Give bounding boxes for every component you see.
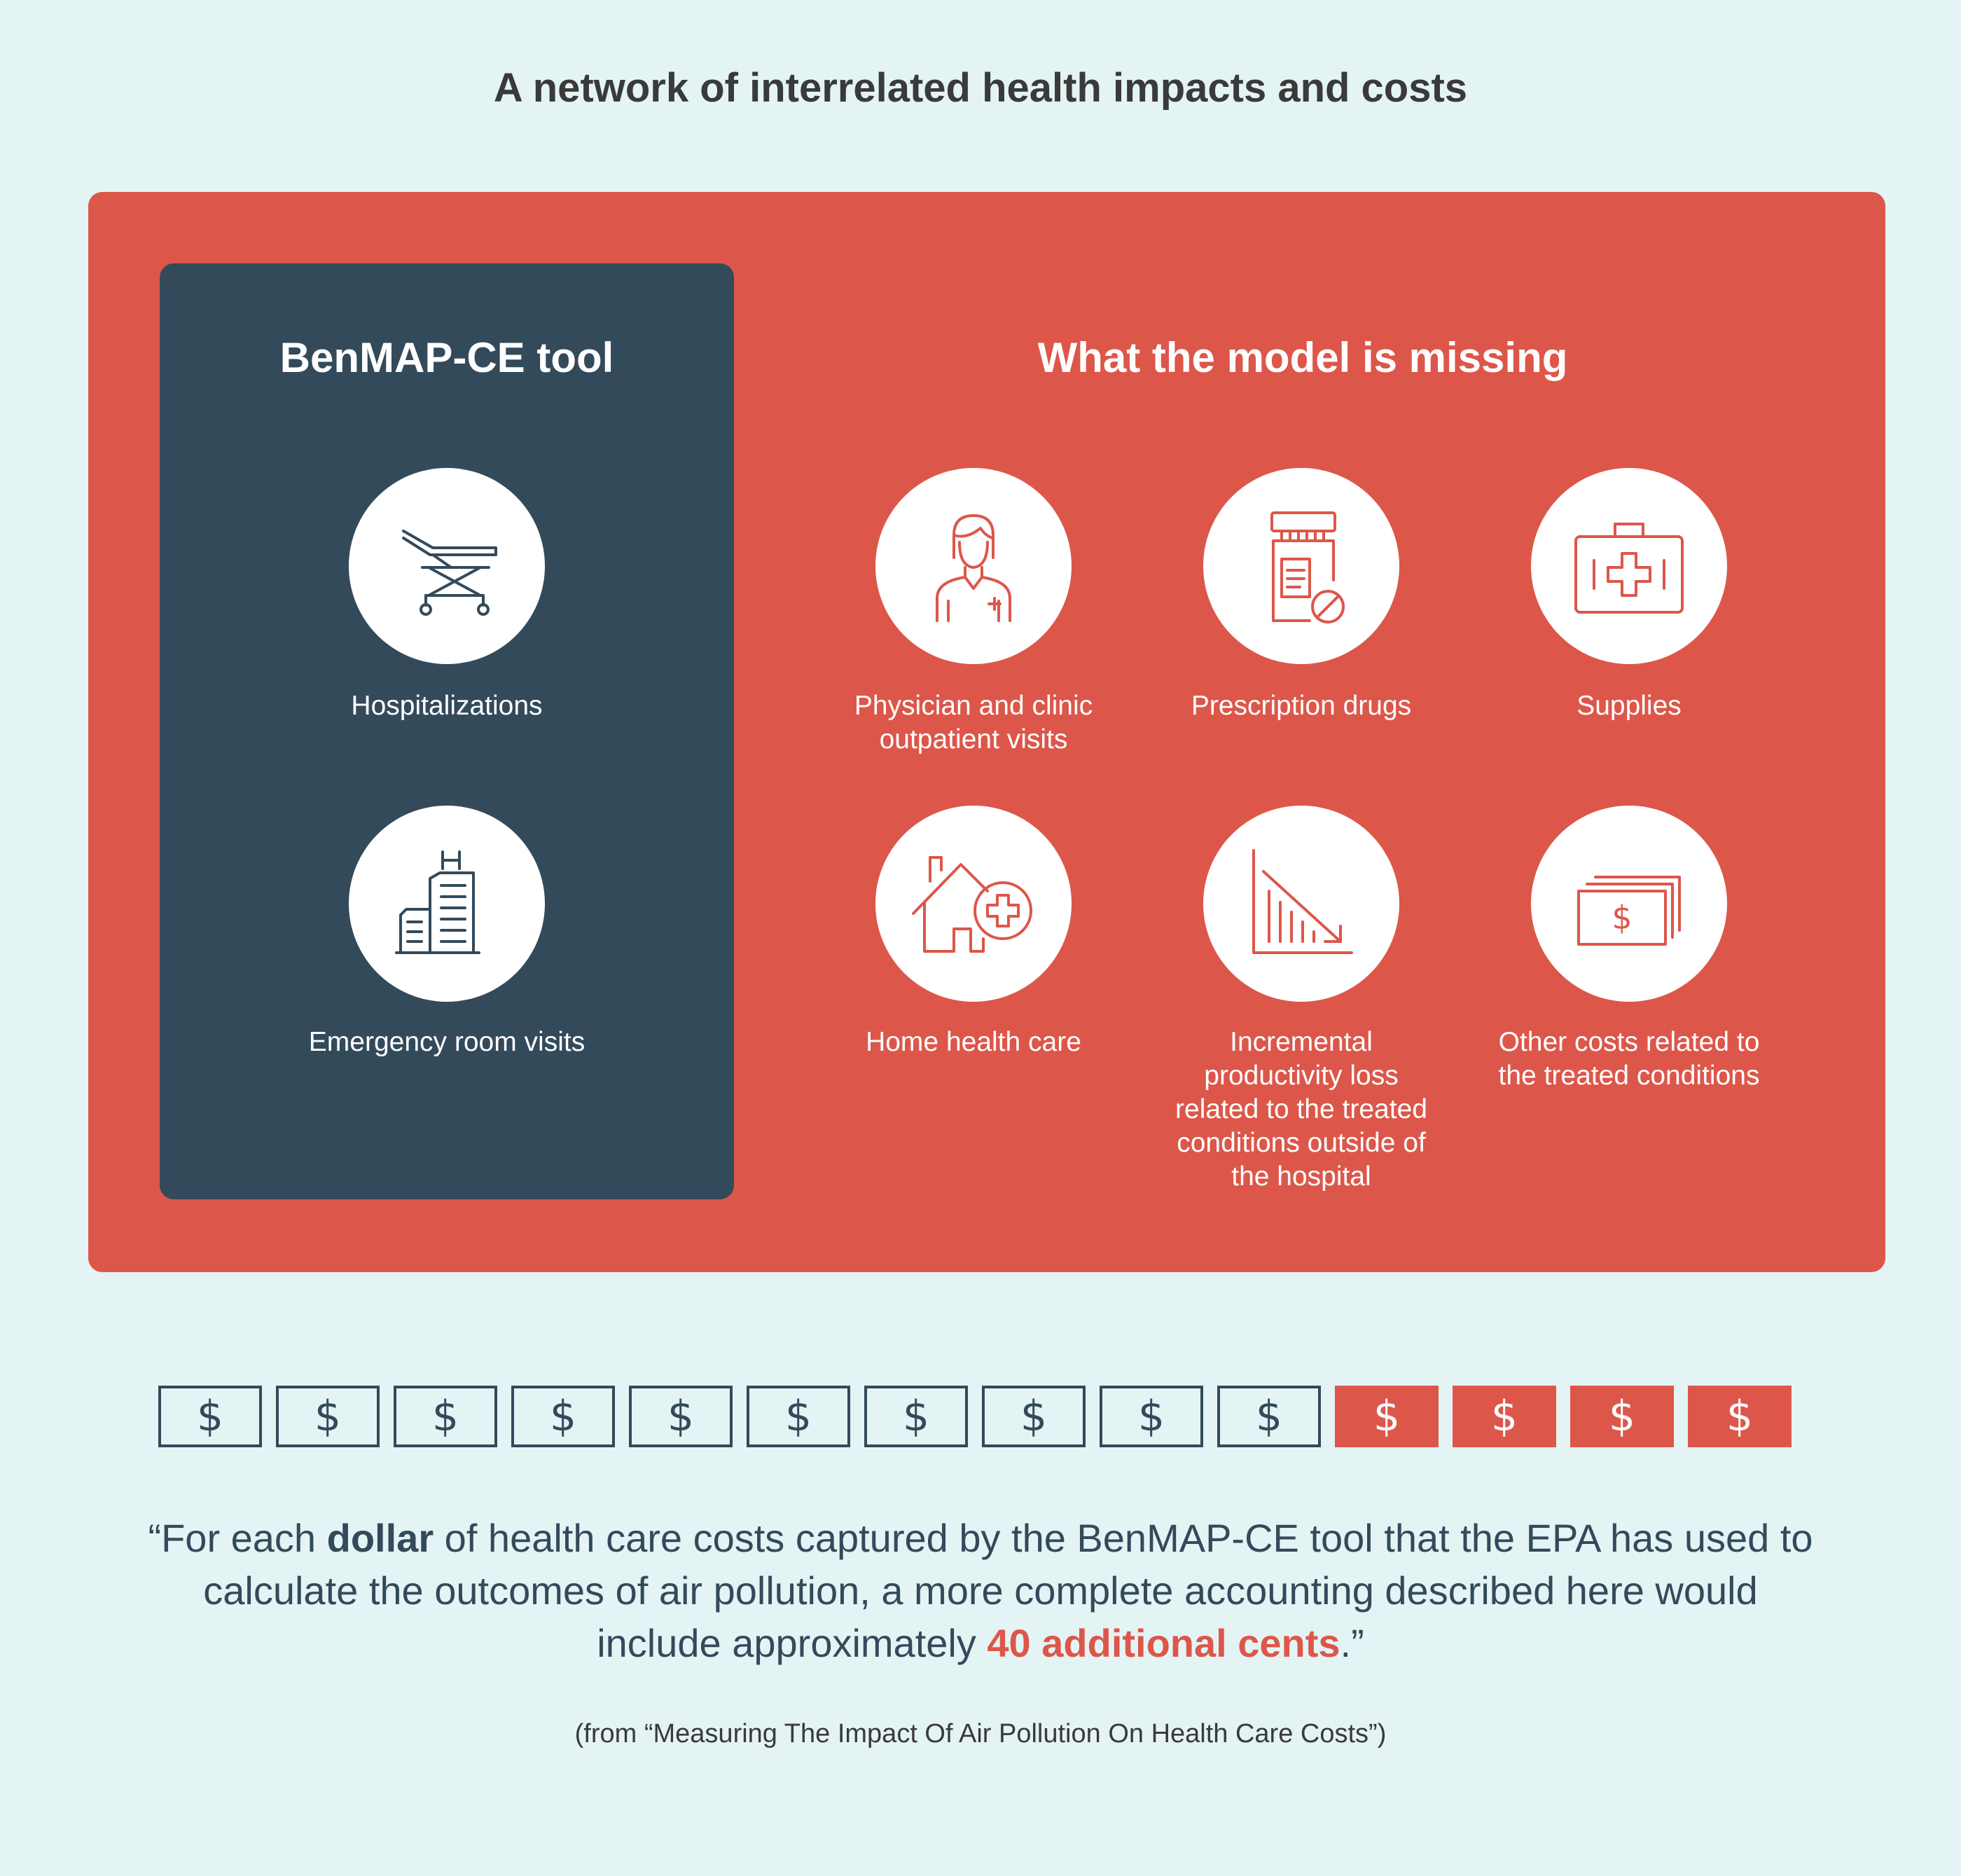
benmap-panel xyxy=(160,263,734,1199)
declining-chart-icon xyxy=(1252,849,1353,954)
physician-icon xyxy=(936,514,1011,622)
hospitalizations-circle xyxy=(349,468,545,664)
emergency-room-label: Emergency room visits xyxy=(308,1027,585,1057)
home-health-icon xyxy=(912,856,1032,953)
captured-dollar-bill: $ xyxy=(629,1386,733,1447)
first-aid-kit-icon xyxy=(1574,523,1684,614)
money-bill-icon: $ xyxy=(1577,876,1681,946)
other-costs-circle: $ xyxy=(1531,806,1727,1002)
hospital-building-icon xyxy=(395,850,480,954)
physician-circle xyxy=(875,468,1072,664)
hospitalizations-label: Hospitalizations xyxy=(351,691,543,721)
captured-dollar-bill: $ xyxy=(158,1386,262,1447)
quote-open: “For each xyxy=(148,1516,327,1560)
quote-close: .” xyxy=(1340,1621,1364,1665)
additional-dollar-bill: $ xyxy=(1570,1386,1674,1447)
quote-middle: of health care costs captured by the Ben… xyxy=(203,1516,1813,1665)
quote: “For each dollar of health care costs ca… xyxy=(140,1512,1821,1669)
supplies-circle xyxy=(1531,468,1727,664)
captured-dollar-bill: $ xyxy=(982,1386,1086,1447)
missing-heading: What the model is missing xyxy=(1037,334,1568,381)
captured-dollar-bill: $ xyxy=(1100,1386,1203,1447)
additional-dollar-bill: $ xyxy=(1335,1386,1439,1447)
quote-dollar: dollar xyxy=(326,1516,434,1560)
home-health-label: Home health care xyxy=(866,1027,1081,1057)
supplies-label: Supplies xyxy=(1577,691,1682,721)
captured-dollar-bill: $ xyxy=(747,1386,850,1447)
captured-dollar-bill: $ xyxy=(864,1386,968,1447)
other-costs-label: Other costs related to the treated condi… xyxy=(1498,1027,1760,1091)
svg-text:$: $ xyxy=(1612,899,1632,937)
captured-dollar-bill: $ xyxy=(276,1386,380,1447)
captured-dollar-bill: $ xyxy=(394,1386,497,1447)
prescription-bottle-icon xyxy=(1270,511,1345,623)
emergency-room-circle xyxy=(349,806,545,1002)
additional-dollar-bill: $ xyxy=(1688,1386,1792,1447)
captured-dollar-bill: $ xyxy=(1217,1386,1321,1447)
physician-label: Physician and clinic outpatient visits xyxy=(854,691,1093,754)
prescription-label: Prescription drugs xyxy=(1191,691,1412,721)
home-health-circle xyxy=(875,806,1072,1002)
benmap-heading: BenMAP-CE tool xyxy=(279,334,614,381)
productivity-circle xyxy=(1203,806,1399,1002)
additional-dollar-bill: $ xyxy=(1453,1386,1556,1447)
productivity-label: Incremental productivity loss related to… xyxy=(1175,1027,1427,1192)
quote-additional-cents: 40 additional cents xyxy=(987,1621,1340,1665)
stretcher-icon xyxy=(402,530,497,616)
captured-dollar-bill: $ xyxy=(511,1386,615,1447)
prescription-circle xyxy=(1203,468,1399,664)
dollar-bar: $ $ $ $ $ $ $ $ $ $ $ $ $ $ xyxy=(158,1386,1806,1447)
page-title: A network of interrelated health impacts… xyxy=(493,65,1468,111)
source-citation: (from “Measuring The Impact Of Air Pollu… xyxy=(574,1719,1387,1749)
